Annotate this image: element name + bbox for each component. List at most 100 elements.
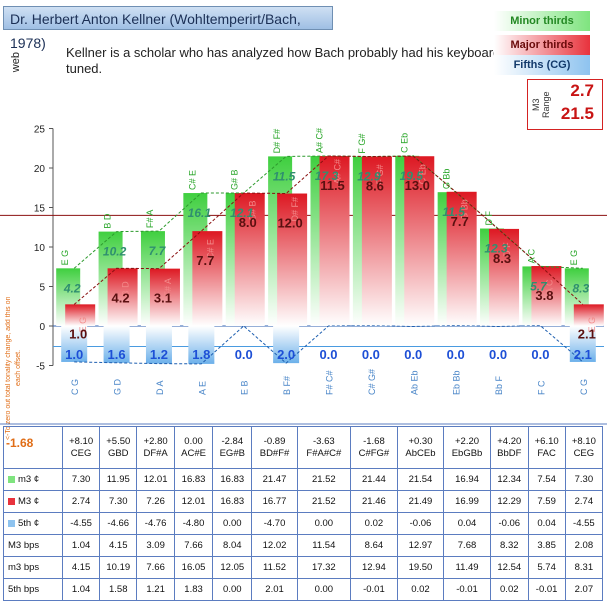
fifth-note-label: C G — [70, 379, 80, 395]
table-cell: 21.52 — [296, 468, 351, 491]
major-third-bar — [404, 156, 435, 326]
chord-offset: -2.84 — [221, 435, 244, 447]
major-third-bar — [319, 155, 350, 326]
fifth-bps-label: 0.0 — [362, 347, 380, 362]
minor-note-label: A# C# — [315, 128, 325, 153]
fifth-note-label: Ab Eb — [409, 370, 419, 395]
minor-note-label: G# B — [230, 170, 240, 191]
major-third-bar — [573, 304, 604, 326]
y-tick-label: 20 — [34, 164, 46, 175]
fifth-bps-label: 0.0 — [489, 347, 507, 362]
table-cell: -4.55 — [564, 512, 604, 535]
chord-offset: +6.10 — [534, 435, 559, 447]
fifth-bps-label: 1.0 — [65, 347, 83, 362]
table-cell: 1.04 — [61, 534, 101, 557]
table-header-cell: -1.68 C#FG# — [349, 426, 398, 469]
table-cell: 12.94 — [349, 556, 398, 579]
table-cell: 12.34 — [490, 468, 529, 491]
major-third-bar — [489, 228, 520, 326]
table-cell: 8.04 — [212, 534, 253, 557]
minor-note-label: B D — [103, 213, 113, 229]
table-cell: 5.74 — [527, 556, 566, 579]
major-bps-label: 3.1 — [154, 291, 172, 306]
chord-name: EbGBb — [451, 447, 483, 459]
minor-note-label: D# F# — [272, 129, 282, 154]
fifth-bar — [188, 326, 215, 364]
minor-bps-label: 11.5 — [273, 169, 296, 183]
y-tick-label: 15 — [34, 204, 46, 215]
table-cell: 0.04 — [527, 512, 566, 535]
table-cell: 7.66 — [136, 556, 175, 579]
chord-offset: +8.10 — [571, 435, 596, 447]
table-header-cell: +8.10 CEG — [564, 426, 604, 469]
table-cell: 7.68 — [443, 534, 491, 557]
minor-note-label: F# A — [145, 210, 155, 229]
chord-name: AC#E — [181, 447, 206, 459]
table-cell: 12.97 — [396, 534, 445, 557]
major-note-label: G# B — [248, 201, 258, 222]
major-bps-label: 4.2 — [112, 290, 130, 305]
fifth-bar — [145, 326, 172, 364]
m3-range-box: M3 Range 2.7 21.5 — [527, 79, 603, 130]
chord-name: C#FG# — [358, 447, 390, 459]
table-cell: 17.32 — [296, 556, 351, 579]
major-bps-label: 3.8 — [535, 288, 553, 303]
chord-name: BbDF — [497, 447, 522, 459]
table-cell: 0.04 — [443, 512, 491, 535]
fifth-note-label: G D — [113, 378, 123, 395]
table-cell: 1.58 — [99, 578, 138, 601]
table-cell: 0.00 — [296, 512, 351, 535]
chord-offset: -0.89 — [263, 435, 286, 447]
table-cell: -4.55 — [61, 512, 101, 535]
table-cell: 3.85 — [527, 534, 566, 557]
major-bps-label: 2.1 — [578, 326, 596, 341]
major-third-bar — [361, 156, 392, 326]
minor-note-label: C# E — [187, 170, 197, 190]
table-cell: 11.54 — [296, 534, 351, 557]
table-cell: 16.05 — [173, 556, 214, 579]
table-cell: -0.01 — [443, 578, 491, 601]
major-third-bar — [65, 304, 96, 326]
minor-note-label: F G# — [357, 134, 367, 154]
table-row: M3 bps 1.04 4.15 3.09 7.66 8.04 12.02 11.54 8.64… — [3, 534, 604, 557]
minor-bps-label: 7.7 — [149, 244, 167, 258]
chord-name: F#A#C# — [306, 447, 342, 459]
table-cell: 11.52 — [251, 556, 298, 579]
table-cell: -0.06 — [490, 512, 529, 535]
major-note-label: E G — [587, 317, 597, 333]
table-cell: -0.06 — [396, 512, 445, 535]
chord-name: FAC — [537, 447, 556, 459]
table-cell: 8.32 — [490, 534, 529, 557]
major-note-label: G Bb — [460, 199, 470, 220]
minor-bps-label: 11.5 — [442, 205, 465, 219]
table-cell: 1.83 — [173, 578, 214, 601]
legend-minor-thirds: Minor thirds — [494, 11, 590, 31]
fifth-note-label: F C — [536, 380, 546, 395]
row-label-text: 5th ¢ — [18, 518, 40, 529]
table-header-row: +8.10 CEG +5.50 GBD +2.80 DF#A 0.00 AC#E -2.84 EG… — [3, 426, 604, 469]
minor-note-label: E G — [60, 250, 70, 266]
major-note-label: F G# — [375, 164, 385, 184]
table-cell: 2.01 — [251, 578, 298, 601]
table-cell: 12.01 — [173, 490, 214, 513]
minor-note-label: A C — [526, 248, 536, 263]
table-cell: 7.30 — [564, 468, 604, 491]
table-cell: 2.74 — [564, 490, 604, 513]
major-third-bar — [107, 268, 138, 326]
table-cell: 21.52 — [296, 490, 351, 513]
y-tick-label: 25 — [34, 125, 46, 136]
minor-note-label: D F — [484, 211, 494, 226]
table-cell: 0.02 — [349, 512, 398, 535]
chord-offset: +5.50 — [106, 435, 131, 447]
chord-offset: 0.00 — [184, 435, 203, 447]
major-bps-label: 8.0 — [239, 215, 257, 230]
chord-name: GBD — [107, 447, 129, 459]
chord-name: EG#B — [219, 447, 245, 459]
table-cell: 16.99 — [443, 490, 491, 513]
major-note-label: B D — [121, 281, 131, 297]
table-cell: 16.83 — [212, 490, 253, 513]
fifth-bps-label: 0.0 — [531, 347, 549, 362]
major-third-bar — [446, 191, 477, 326]
table-corner — [3, 426, 63, 469]
table-cell: 16.83 — [212, 468, 253, 491]
